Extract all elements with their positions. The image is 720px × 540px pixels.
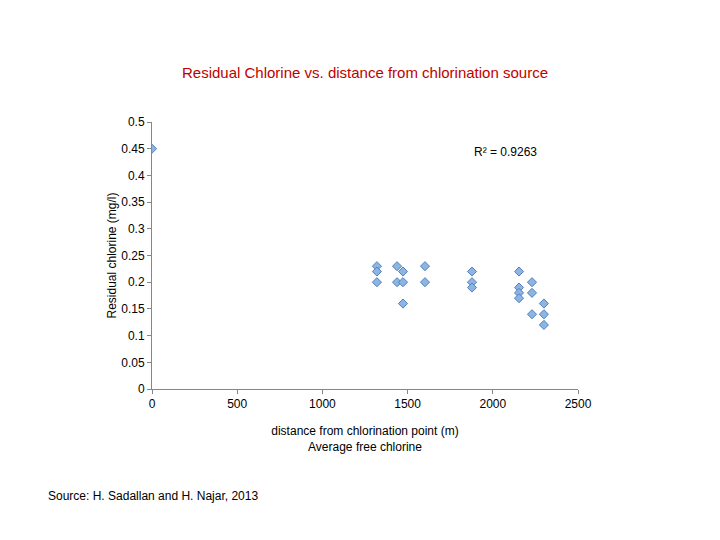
svg-text:Source: H. Sadallan and H. Naj: Source: H. Sadallan and H. Najar, 2013 [48, 489, 258, 503]
svg-text:0.3: 0.3 [128, 222, 145, 236]
svg-text:0.1: 0.1 [128, 329, 145, 343]
svg-text:0.2: 0.2 [128, 275, 145, 289]
svg-text:Residual Chlorine vs. distance: Residual Chlorine vs. distance from chlo… [182, 64, 548, 81]
svg-text:distance from chlorination poi: distance from chlorination point (m)Aver… [271, 424, 458, 454]
svg-text:0: 0 [149, 397, 156, 411]
svg-text:0.45: 0.45 [121, 142, 145, 156]
svg-text:0.15: 0.15 [121, 302, 145, 316]
svg-text:0.35: 0.35 [121, 195, 145, 209]
svg-text:2000: 2000 [479, 397, 506, 411]
svg-text:R² = 0.9263: R² = 0.9263 [474, 145, 537, 159]
svg-text:500: 500 [227, 397, 247, 411]
svg-text:0.4: 0.4 [128, 169, 145, 183]
svg-text:Residual chlorine (mg/l): Residual chlorine (mg/l) [105, 192, 119, 318]
svg-text:0.5: 0.5 [128, 115, 145, 129]
svg-text:0.05: 0.05 [121, 356, 145, 370]
svg-text:1000: 1000 [309, 397, 336, 411]
svg-text:1500: 1500 [394, 397, 421, 411]
svg-text:0: 0 [138, 382, 145, 396]
svg-text:2500: 2500 [565, 397, 592, 411]
svg-text:0.25: 0.25 [121, 249, 145, 263]
